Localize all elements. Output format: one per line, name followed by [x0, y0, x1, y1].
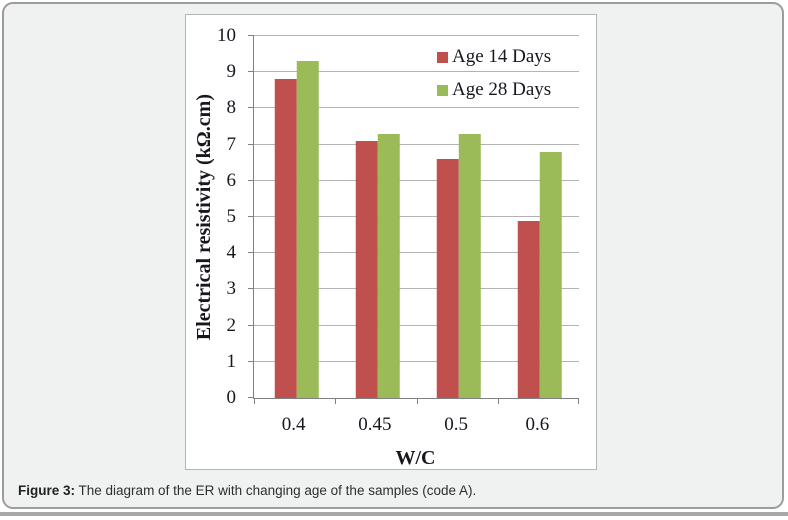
x-axis-tick	[335, 399, 336, 404]
gridline	[254, 35, 579, 36]
y-tick-label: 7	[226, 133, 237, 155]
gridline	[254, 179, 579, 181]
x-tick-label: 0.4	[281, 414, 306, 435]
gridline	[254, 252, 579, 254]
bar	[436, 159, 459, 398]
y-axis-tick	[248, 397, 254, 398]
x-tick-label: 0.5	[444, 414, 468, 435]
bar	[355, 140, 378, 398]
x-tick-label: 0.45	[358, 414, 392, 435]
bar	[458, 133, 481, 398]
y-axis-tick	[248, 360, 254, 362]
y-tick-label: 8	[226, 97, 237, 119]
bar-group	[417, 36, 498, 398]
y-tick-label: 9	[226, 61, 237, 83]
x-axis-tick-labels: 0.4 0.45 0.5 0.6	[253, 414, 578, 440]
gridline	[254, 71, 579, 73]
y-axis-tick	[248, 288, 254, 290]
bar-pair	[436, 133, 481, 398]
legend-label: Age 14 Days	[452, 46, 552, 67]
page-divider	[0, 512, 788, 516]
bar-pair	[518, 151, 563, 398]
y-tick-label: 1	[226, 350, 237, 372]
gridline	[254, 143, 579, 145]
y-axis-tick	[248, 107, 254, 109]
legend-swatch-icon	[437, 51, 448, 63]
gridline	[254, 288, 579, 290]
y-tick-label: 6	[226, 169, 237, 191]
y-axis-tick	[248, 324, 254, 326]
bar-pair	[355, 133, 400, 398]
chart-legend: Age 14 Days Age 28 Days	[437, 46, 577, 112]
y-tick-label: 2	[226, 314, 237, 336]
legend-entry: Age 14 Days	[437, 46, 577, 68]
y-axis-tick	[248, 252, 254, 254]
x-axis-tick	[254, 399, 255, 404]
y-tick-label: 3	[226, 278, 237, 300]
gridline	[254, 324, 579, 326]
legend-entry: Age 28 Days	[437, 79, 577, 101]
bar-pair	[274, 61, 319, 398]
bar	[377, 133, 400, 398]
y-tick-label: 5	[226, 206, 237, 227]
y-axis-tick	[248, 71, 254, 73]
figure-caption: Figure 3: The diagram of the ER with cha…	[18, 482, 768, 499]
y-axis-tick	[248, 143, 254, 145]
plot-area: Age 14 Days Age 28 Days	[248, 35, 579, 404]
y-axis-tick-labels: 0 1 2 3 4 5 6 7 8 9 10	[186, 25, 244, 408]
y-axis-tick	[248, 179, 254, 181]
x-tick-label: 0.6	[525, 414, 550, 435]
legend-swatch-icon	[437, 84, 448, 96]
y-tick-label: 4	[226, 242, 237, 264]
y-axis-tick	[248, 216, 254, 217]
x-axis-title: W/C	[395, 447, 436, 469]
gridline	[254, 107, 579, 109]
x-axis-tick	[498, 399, 499, 404]
bar	[274, 79, 297, 398]
y-tick-label: 0	[226, 387, 237, 408]
x-axis-tick	[578, 399, 579, 404]
figure-caption-label: Figure 3:	[18, 483, 76, 498]
bar-group	[335, 36, 416, 398]
y-axis-tick	[248, 35, 254, 36]
gridline	[254, 216, 579, 217]
bar-group	[498, 36, 579, 398]
figure-caption-text: The diagram of the ER with changing age …	[75, 483, 477, 498]
gridline	[254, 360, 579, 362]
y-tick-label: 10	[217, 25, 236, 46]
x-axis-tick	[417, 399, 418, 404]
bar	[296, 61, 319, 398]
bar	[540, 151, 563, 398]
bar	[518, 220, 541, 398]
legend-label: Age 28 Days	[452, 79, 552, 100]
bar-group	[254, 36, 335, 398]
